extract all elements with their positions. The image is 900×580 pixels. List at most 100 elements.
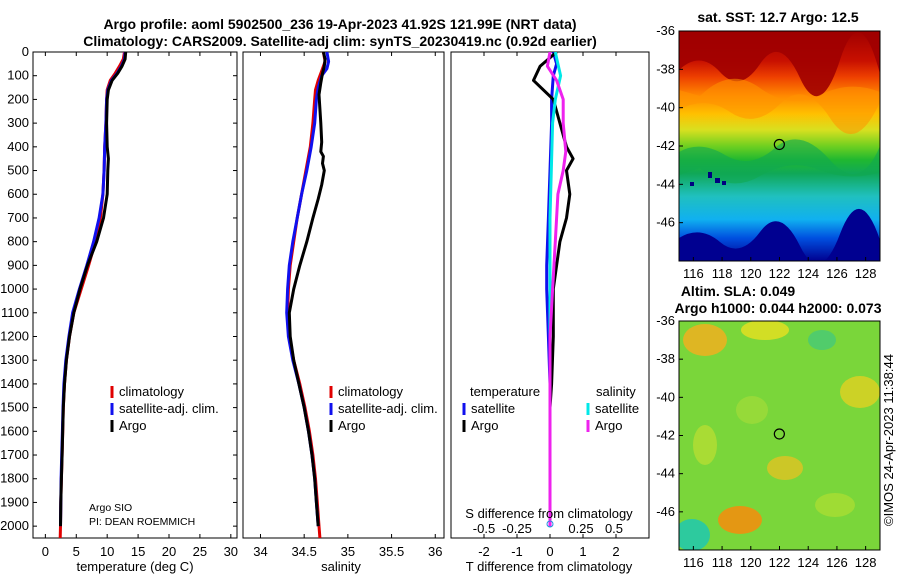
difference-xlabel: T difference from climatology	[466, 559, 633, 574]
map-lat-label: -40	[656, 100, 675, 115]
salinity-tick-label: 35.5	[379, 544, 404, 559]
map-lat-label: -46	[656, 504, 675, 519]
map-lon-label: 126	[826, 555, 848, 570]
sla-blob	[693, 425, 717, 465]
temperature-tick-label: 5	[73, 544, 80, 559]
temperature-tick-label: 20	[162, 544, 176, 559]
depth-tick-label: 1100	[1, 305, 29, 320]
salinity-xlabel: salinity	[321, 559, 361, 574]
sst-speck	[715, 178, 720, 183]
sla-blob	[683, 324, 727, 356]
map-lon-label: 126	[826, 266, 848, 281]
sla-map-field	[679, 321, 880, 550]
s-diff-tick: -0.25	[502, 521, 532, 536]
watermark: ©IMOS 24-Apr-2023 11:38:44	[881, 354, 896, 526]
map-lat-label: -38	[656, 351, 675, 366]
temperature-xlabel: temperature (deg C)	[76, 559, 193, 574]
sst-map-title: sat. SST: 12.7 Argo: 12.5	[697, 9, 859, 25]
legend-label-climatology: climatology	[338, 384, 404, 399]
map-lon-label: 124	[797, 266, 819, 281]
depth-tick-label: 400	[7, 139, 29, 154]
map-lon-label: 128	[855, 555, 877, 570]
salinity-tick-label: 34	[253, 544, 267, 559]
salinity-series	[285, 52, 331, 538]
map-lat-label: -40	[656, 389, 675, 404]
map-lat-label: -44	[656, 176, 675, 191]
legend-label-argo: Argo	[338, 418, 365, 433]
credit-pi: PI: DEAN ROEMMICH	[89, 516, 195, 528]
map-lon-label: 124	[797, 555, 819, 570]
sla-blob	[741, 321, 789, 340]
map-lat-label: -36	[656, 23, 675, 38]
sst-speck	[722, 181, 726, 185]
depth-tick-label: 700	[7, 210, 29, 225]
salinity-tick-label: 34.5	[292, 544, 317, 559]
map-lat-label: -38	[656, 61, 675, 76]
difference-tick-label: 2	[612, 544, 619, 559]
depth-tick-label: 1200	[0, 328, 29, 343]
map-lat-label: -44	[656, 466, 675, 481]
difference-tick-label: -2	[478, 544, 490, 559]
legend-label-argo: Argo	[119, 418, 146, 433]
legend-label-climatology: climatology	[119, 384, 185, 399]
temperature-tick-label: 15	[131, 544, 145, 559]
salinity-axes-box	[242, 51, 445, 539]
credit-institution: Argo SIO	[89, 502, 132, 514]
map-lon-label: 118	[712, 555, 733, 570]
sla-map-subtitle: Argo h1000: 0.044 h2000: 0.073	[674, 300, 881, 316]
map-lon-label: 118	[712, 266, 733, 281]
s-diff-tick: 0.5	[605, 521, 623, 536]
temperature-series	[58, 52, 128, 538]
salinity-legend: climatology satellite-adj. clim. Argo	[329, 384, 438, 433]
sla-blob	[736, 396, 768, 424]
map-lon-label: 116	[683, 266, 704, 281]
temperature-x-ticks: 0 5 10 15 20 25 30	[42, 52, 238, 559]
legend-title-temperature: temperature	[470, 384, 540, 399]
depth-tick-label: 1700	[0, 447, 29, 462]
sst-orange-band	[679, 78, 880, 135]
depth-tick-label: 900	[7, 257, 29, 272]
legend-label-t-satellite: satellite	[471, 401, 515, 416]
difference-x-ticks: -2 -1 0 1 2	[478, 52, 620, 559]
map-lon-label: 122	[769, 555, 791, 570]
series-line-temperature-argo	[532, 52, 575, 527]
salinity-panel: 34 34.5 35 35.5 36 salinity climatology sate…	[242, 51, 445, 574]
difference-series	[532, 52, 575, 528]
salinity-tick-label: 35	[341, 544, 355, 559]
map-lon-label: 120	[740, 266, 762, 281]
difference-tick-label: 1	[579, 544, 586, 559]
depth-tick-label: 0	[22, 44, 29, 59]
zero-marker	[546, 520, 554, 528]
temperature-tick-label: 30	[224, 544, 238, 559]
depth-tick-label: 1900	[0, 494, 29, 509]
figure-title-line1: Argo profile: aoml 5902500_236 19-Apr-20…	[103, 16, 576, 32]
depth-tick-label: 1400	[0, 376, 29, 391]
legend-label-t-argo: Argo	[471, 418, 498, 433]
difference-tick-label: -1	[511, 544, 523, 559]
sst-speck	[708, 172, 712, 178]
s-diff-tick: -0.5	[473, 521, 495, 536]
sst-green-band	[679, 139, 880, 184]
map-lon-label: 122	[769, 266, 791, 281]
temperature-tick-label: 10	[100, 544, 114, 559]
temperature-tick-label: 25	[193, 544, 207, 559]
sla-blob	[767, 456, 803, 480]
sla-blob	[815, 493, 855, 517]
sla-map-ticks: 116 118 120 122 124 126 128 -36 -38 -40 -42 -44 -46	[656, 313, 876, 570]
map-lat-label: -42	[656, 138, 675, 153]
sst-map-panel: sat. SST: 12.7 Argo: 12.5 116 118 120 122 12…	[656, 9, 881, 281]
depth-tick-label: 600	[7, 186, 29, 201]
salinity-x-ticks: 34 34.5 35 35.5 36	[253, 52, 442, 559]
series-line-salinity-argo	[545, 52, 568, 527]
temperature-panel: 0100200300400500600700800900100011001200…	[0, 44, 649, 574]
depth-tick-label: 800	[7, 234, 29, 249]
map-lat-label: -36	[656, 313, 675, 328]
legend-label-satellite: satellite-adj. clim.	[338, 401, 438, 416]
difference-panel: -2 -1 0 1 2 T difference from climatology S …	[450, 51, 650, 574]
temperature-axes-box	[32, 51, 238, 539]
sst-map-ticks: 116 118 120 122 124 126 128 -36 -38 -40 -42 -44 -46	[656, 23, 876, 281]
depth-tick-label: 200	[7, 91, 29, 106]
temperature-legend: climatology satellite-adj. clim. Argo	[110, 384, 219, 433]
map-lon-label: 116	[683, 555, 704, 570]
